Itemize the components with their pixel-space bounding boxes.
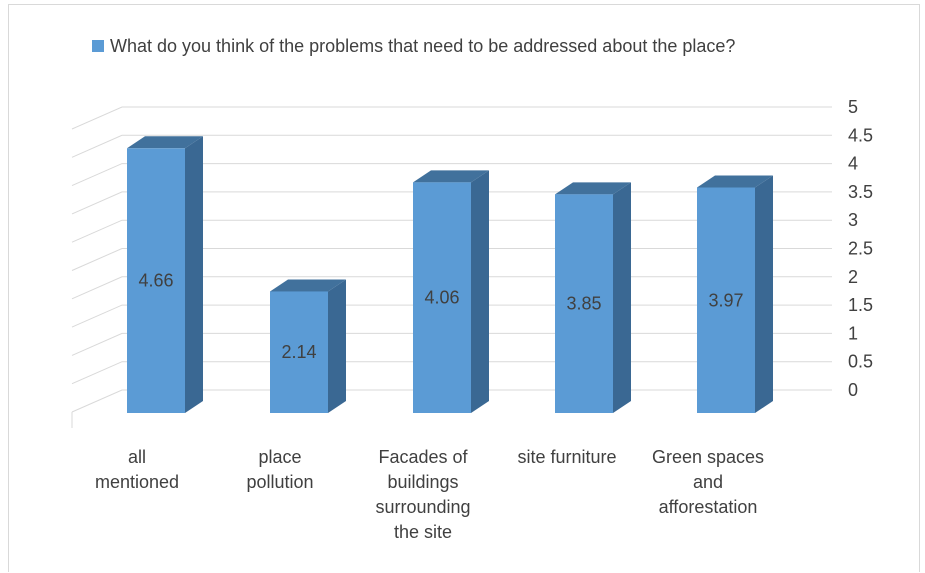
bar: [555, 194, 613, 413]
bar-top: [413, 170, 489, 183]
data-label: 4.66: [138, 271, 173, 291]
bar: [413, 182, 471, 413]
data-label: 2.14: [281, 342, 316, 362]
y-tick-label: 1.5: [848, 295, 873, 315]
y-axis-ticks: 0 0.5 1 1.5 2 2.5 3 3.5 4 4.5 5: [848, 97, 873, 400]
legend-label: What do you think of the problems that n…: [110, 36, 735, 56]
y-tick-label: 0: [848, 380, 858, 400]
x-tick-label: Facades of buildings surrounding the site: [375, 447, 470, 542]
bar-side: [613, 182, 631, 413]
gridlines: [71, 106, 832, 413]
y-tick-label: 2.5: [848, 239, 873, 259]
bar-top: [270, 279, 346, 292]
bar-top: [555, 182, 631, 195]
bar-side: [755, 175, 773, 413]
bar-group: 2.14: [270, 279, 346, 413]
y-tick-label: 4: [848, 154, 858, 174]
data-label: 3.97: [708, 290, 743, 310]
y-tick-label: 0.5: [848, 352, 873, 372]
y-tick-label: 1: [848, 323, 858, 343]
chart-frame: [8, 4, 920, 572]
bar-side: [471, 170, 489, 413]
bar-top: [697, 175, 773, 188]
bar-side: [328, 279, 346, 413]
x-axis-labels: all mentioned place pollution Facades of buil…: [95, 447, 764, 542]
bar-side: [185, 136, 203, 413]
x-tick-label: Green spaces and afforestation: [652, 447, 764, 517]
y-tick-label: 3.5: [848, 182, 873, 202]
data-label: 3.85: [566, 294, 601, 314]
gridline: [71, 134, 832, 158]
gridline: [71, 163, 832, 187]
legend: What do you think of the problems that n…: [92, 36, 735, 56]
y-tick-label: 4.5: [848, 125, 873, 145]
gridline: [71, 106, 832, 130]
x-tick-label: place pollution: [246, 447, 313, 492]
bar-group: 4.06: [413, 170, 489, 413]
legend-swatch: [92, 40, 104, 52]
x-tick-label: site furniture: [517, 447, 616, 467]
data-label: 4.06: [424, 288, 459, 308]
bars: 4.66 2.14 4.06 3.85 3.97: [127, 136, 773, 413]
bar: [270, 291, 328, 413]
bar-group: 3.97: [697, 175, 773, 413]
y-tick-label: 5: [848, 97, 858, 117]
bar: [127, 148, 185, 413]
bar-top: [127, 136, 203, 149]
x-tick-label: all mentioned: [95, 447, 179, 492]
bar-group: 3.85: [555, 182, 631, 413]
bar-group: 4.66: [127, 136, 203, 413]
y-tick-label: 3: [848, 210, 858, 230]
y-tick-label: 2: [848, 267, 858, 287]
bar: [697, 187, 755, 413]
